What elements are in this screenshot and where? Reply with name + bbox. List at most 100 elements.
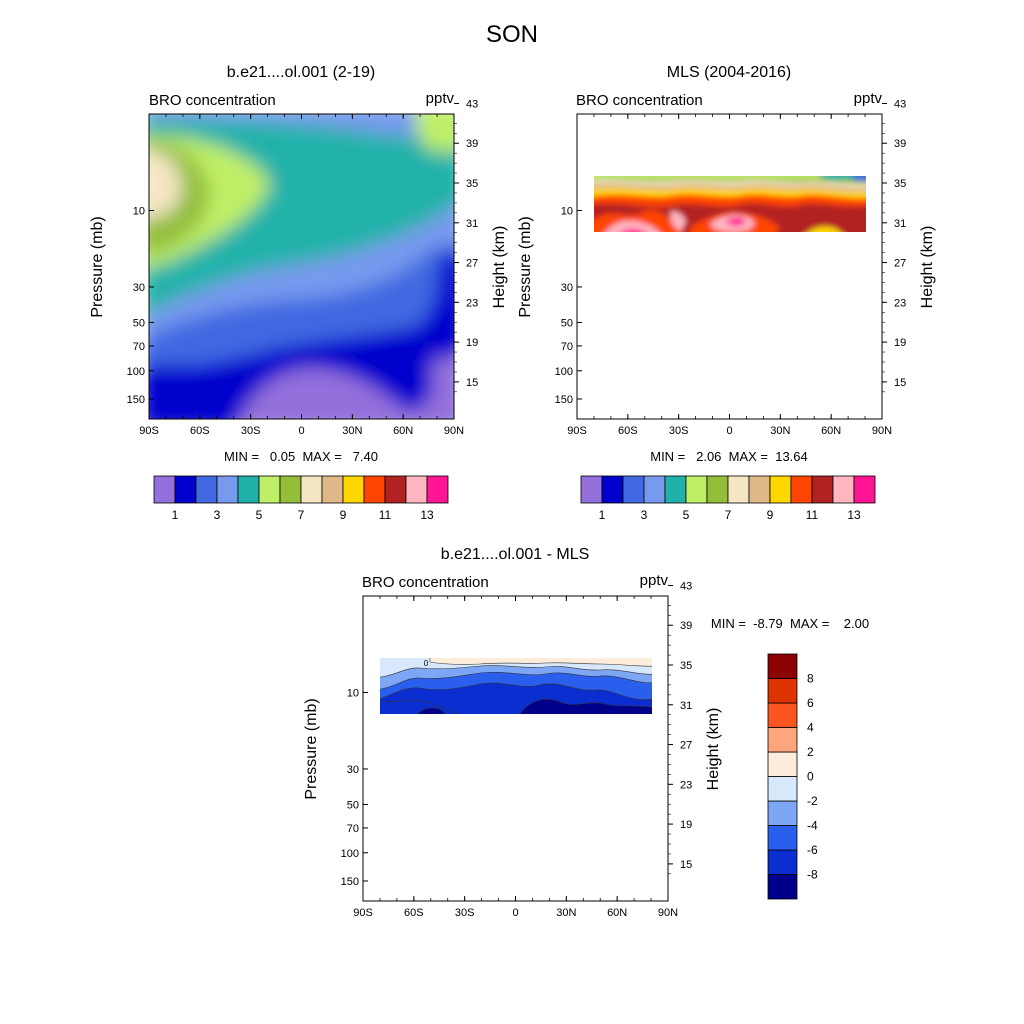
colorbar-label: 1 xyxy=(599,508,606,522)
pressure-tick-label: 100 xyxy=(127,366,145,378)
colorbar-label: 0 xyxy=(807,770,814,784)
colorbar-swatch xyxy=(767,678,798,704)
colorbar-swatch xyxy=(832,475,855,504)
diff-ticks: 90S 60S 30S 0 30N 60N 90N103050701001504339353… xyxy=(341,580,693,919)
colorbar-swatch xyxy=(767,727,798,753)
colorbar-label: 11 xyxy=(806,508,819,522)
mls-ticks: 90S 60S 30S 0 30N 60N 90N 10 30 50 70 100 150 43 39 35 3… xyxy=(555,98,907,437)
colorbar-swatch xyxy=(384,475,407,504)
colorbar-label: 7 xyxy=(298,508,305,522)
diff-units-label: pptv xyxy=(640,572,669,589)
x-tick-label: 90S xyxy=(567,425,587,437)
colorbar-swatch xyxy=(580,475,603,504)
colorbar-swatch xyxy=(767,825,798,851)
x-tick-label: 90N xyxy=(872,425,892,437)
pressure-tick-label: 50 xyxy=(561,318,573,330)
pressure-tick-label: 30 xyxy=(561,282,573,294)
pressure-tick-label: 100 xyxy=(555,366,573,378)
mls-minmax: MIN = 2.06 MAX = 13.64 xyxy=(650,449,808,464)
model-y-axis-label: Pressure (mb) xyxy=(89,216,106,317)
colorbar-swatch xyxy=(664,475,687,504)
pressure-tick-label: 10 xyxy=(347,687,359,699)
x-tick-label: 90S xyxy=(139,425,159,437)
colorbar-swatch xyxy=(853,475,876,504)
height-tick-label: 35 xyxy=(894,178,906,190)
model-minmax: MIN = 0.05 MAX = 7.40 xyxy=(224,449,378,464)
height-tick-label: 35 xyxy=(466,178,478,190)
x-tick-label: 90N xyxy=(658,907,678,919)
panel-mls: 90S 60S 30S 0 30N 60N 90N103050701001504339353… xyxy=(517,64,936,522)
panel-model: 90S 60S 30S 0 30N 60N 90N103050701001504339353… xyxy=(89,64,508,522)
height-tick-label: 39 xyxy=(680,620,692,632)
x-tick-label: 60S xyxy=(190,425,210,437)
mls-field xyxy=(594,176,866,232)
colorbar-swatch xyxy=(426,475,449,504)
colorbar-swatch xyxy=(811,475,834,504)
x-tick-label: 60S xyxy=(618,425,638,437)
colorbar-swatch xyxy=(790,475,813,504)
model-field xyxy=(149,114,454,419)
pressure-tick-label: 50 xyxy=(347,800,359,812)
height-tick-label: 23 xyxy=(680,779,692,791)
height-tick-label: 27 xyxy=(680,740,692,752)
diff-minmax: MIN = -8.79 MAX = 2.00 xyxy=(711,616,869,631)
colorbar-swatch xyxy=(601,475,624,504)
colorbar-swatch xyxy=(300,475,323,504)
colorbar-swatch xyxy=(237,475,260,504)
model-y2-axis-label: Height (km) xyxy=(491,226,508,309)
diff-colorbar: -8 -6 -4 -2 0 2 4 6 8 xyxy=(767,653,818,900)
panel-diff: 0 90S 60S 30S 0 30N 60N 90N1030507010015043393… xyxy=(303,546,869,919)
colorbar-swatch xyxy=(685,475,708,504)
x-tick-label: 60S xyxy=(404,907,424,919)
colorbar-label: 5 xyxy=(256,508,263,522)
x-tick-label: 60N xyxy=(821,425,841,437)
diff-contour-label: 0 xyxy=(424,659,429,668)
x-tick-label: 30S xyxy=(669,425,689,437)
colorbar-swatch xyxy=(727,475,750,504)
colorbar-swatch xyxy=(258,475,281,504)
colorbar-swatch xyxy=(321,475,344,504)
height-tick-label: 39 xyxy=(466,138,478,150)
diff-title: b.e21....ol.001 - MLS xyxy=(441,546,590,563)
model-left-label: BRO concentration xyxy=(149,92,276,109)
colorbar-swatch xyxy=(767,702,798,728)
pressure-tick-label: 100 xyxy=(341,848,359,860)
height-tick-label: 31 xyxy=(466,218,478,230)
mls-left-label: BRO concentration xyxy=(576,92,703,109)
x-tick-label: 60N xyxy=(393,425,413,437)
x-tick-label: 30N xyxy=(556,907,576,919)
colorbar-label: 4 xyxy=(807,721,814,735)
pressure-tick-label: 30 xyxy=(133,282,145,294)
colorbar-swatch xyxy=(706,475,729,504)
height-tick-label: 27 xyxy=(466,258,478,270)
x-tick-label: 0 xyxy=(298,425,304,437)
page-title: SON xyxy=(486,21,538,48)
height-tick-label: 27 xyxy=(894,258,906,270)
height-tick-label: 19 xyxy=(466,337,478,349)
height-tick-label: 15 xyxy=(680,859,692,871)
diff-left-label: BRO concentration xyxy=(362,574,489,591)
colorbar-swatch xyxy=(405,475,428,504)
height-tick-label: 19 xyxy=(894,337,906,349)
x-tick-label: 90S xyxy=(353,907,373,919)
colorbar-label: -4 xyxy=(807,819,818,833)
height-tick-label: 15 xyxy=(466,377,478,389)
colorbar-label: 9 xyxy=(340,508,347,522)
height-tick-label: 23 xyxy=(466,297,478,309)
mls-colorbar: 1 3 5 7 9 11 13 xyxy=(580,475,876,522)
colorbar-swatch xyxy=(767,849,798,875)
x-tick-label: 30S xyxy=(455,907,475,919)
colorbar-swatch xyxy=(767,874,798,900)
colorbar-label: 6 xyxy=(807,696,814,710)
colorbar-swatch xyxy=(363,475,386,504)
colorbar-label: 1 xyxy=(172,508,179,522)
colorbar-label: 9 xyxy=(767,508,774,522)
pressure-tick-label: 150 xyxy=(341,876,359,888)
colorbar-swatch xyxy=(767,800,798,826)
diff-field: 0 xyxy=(380,658,652,714)
colorbar-label: -8 xyxy=(807,868,818,882)
height-tick-label: 23 xyxy=(894,297,906,309)
x-tick-label: 30S xyxy=(241,425,261,437)
height-tick-label: 39 xyxy=(894,138,906,150)
colorbar-swatch xyxy=(153,475,176,504)
